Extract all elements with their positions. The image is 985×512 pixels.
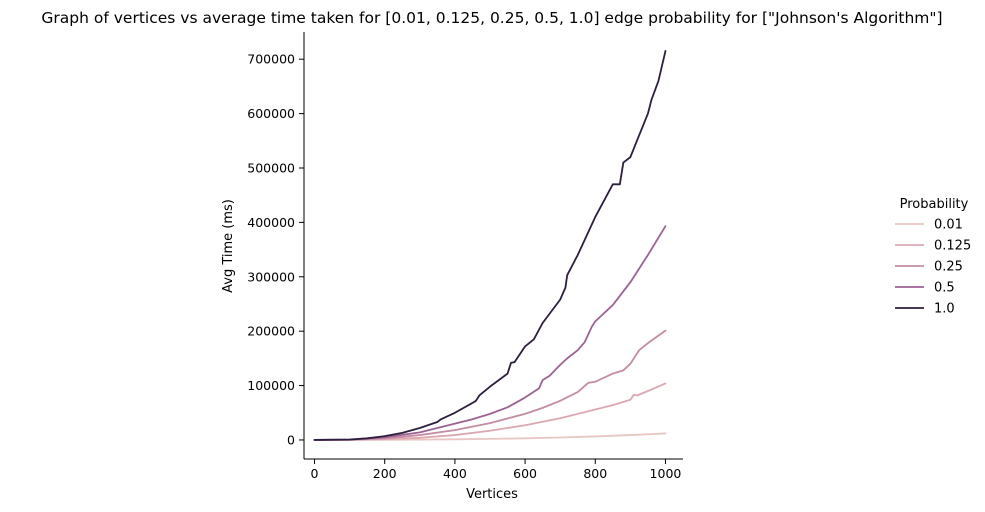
y-tick-label: 0 [287, 432, 295, 447]
y-tick-label: 100000 [247, 378, 295, 393]
y-axis-label: Avg Time (ms) [221, 199, 236, 293]
series-line-1-0 [313, 50, 667, 441]
x-axis-label: Vertices [466, 487, 518, 502]
y-tick-label: 200000 [247, 324, 295, 339]
y-tick-label: 300000 [247, 269, 295, 284]
legend-label: 0.25 [934, 260, 963, 275]
legend-label: 0.5 [934, 281, 955, 296]
y-tick-label: 600000 [247, 106, 295, 121]
plot-area: 0 200 400 600 800 1000 0 100000 200000 300000 400… [247, 32, 683, 481]
y-tick-label: 700000 [247, 52, 295, 67]
y-tick-label: 500000 [247, 160, 295, 175]
x-tick-label: 800 [583, 466, 607, 481]
x-tick-label: 400 [443, 466, 467, 481]
legend-label: 0.125 [934, 239, 971, 254]
x-ticks: 0 200 400 600 800 1000 [311, 459, 682, 481]
x-tick-label: 600 [513, 466, 537, 481]
y-tick-label: 400000 [247, 215, 295, 230]
legend-items: 0.01 0.125 0.25 0.5 1.0 [895, 218, 971, 317]
series-line-0-125 [313, 382, 667, 441]
x-tick-label: 0 [311, 466, 319, 481]
series-lines [313, 50, 667, 441]
x-axis: 0 200 400 600 800 1000 [304, 458, 683, 481]
x-tick-label: 200 [373, 466, 397, 481]
legend-title: Probability [900, 197, 969, 212]
x-tick-label: 1000 [650, 466, 682, 481]
chart-title: Graph of vertices vs average time taken … [41, 9, 942, 27]
y-axis: 0 100000 200000 300000 400000 500000 600000 700… [247, 32, 305, 459]
legend: Probability 0.01 0.125 0.25 0.5 1.0 [895, 197, 971, 317]
series-line-0-25 [313, 329, 667, 441]
series-line-0-5 [313, 225, 667, 441]
legend-label: 0.01 [934, 218, 963, 233]
legend-label: 1.0 [934, 302, 955, 317]
y-ticks: 0 100000 200000 300000 400000 500000 600000 700… [247, 52, 304, 447]
